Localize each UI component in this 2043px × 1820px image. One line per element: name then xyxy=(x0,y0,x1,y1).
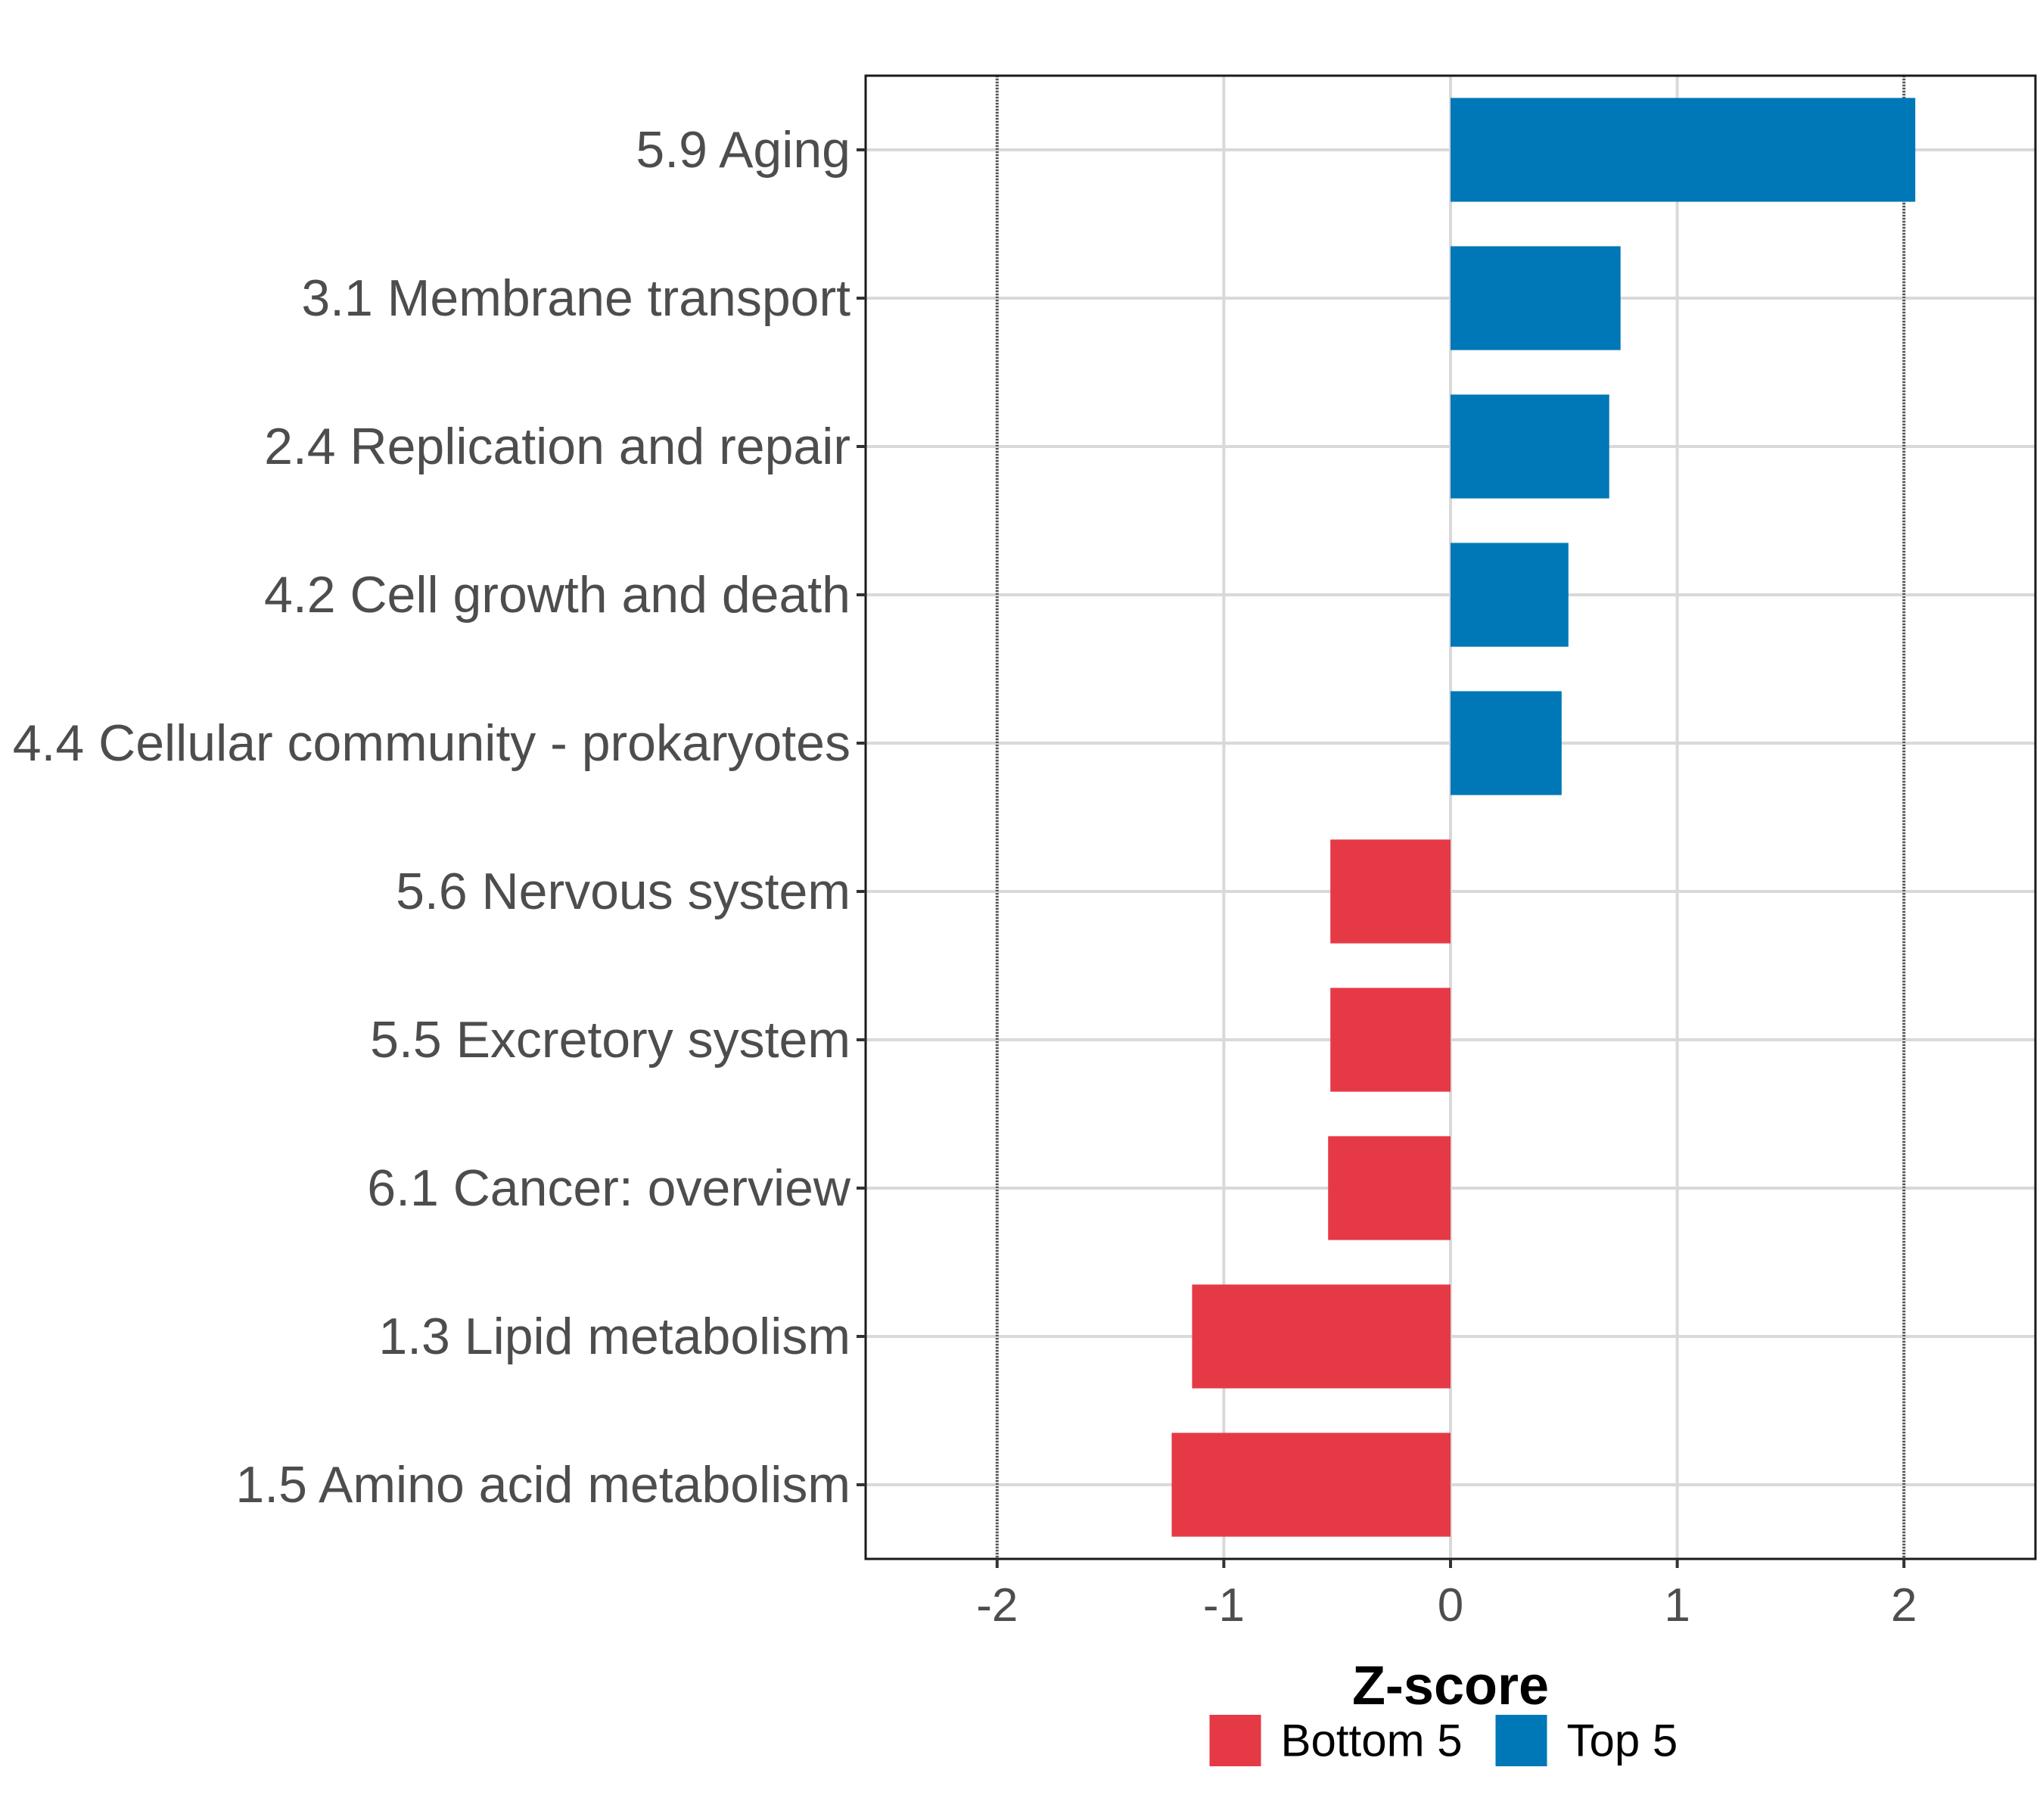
bars xyxy=(1171,98,1916,1537)
bar-3 xyxy=(1451,543,1569,647)
y-tick-label-9: 1.5 Amino acid metabolism xyxy=(235,1456,850,1514)
bar-2 xyxy=(1451,394,1609,499)
y-tick-label-6: 5.5 Excretory system xyxy=(370,1011,850,1069)
x-tick-label-1: -1 xyxy=(1203,1579,1245,1632)
reference-lines xyxy=(995,76,1906,1559)
x-axis: -2 -1 0 1 2 xyxy=(976,1559,1917,1632)
x-tick-label-3: 1 xyxy=(1664,1579,1690,1632)
legend: Bottom 5 Top 5 xyxy=(1209,1715,1678,1766)
x-tick-label-0: -2 xyxy=(976,1579,1018,1632)
y-tick-label-7: 6.1 Cancer: overview xyxy=(367,1159,851,1217)
y-tick-label-2: 2.4 Replication and repair xyxy=(264,418,850,475)
bar-8 xyxy=(1192,1284,1451,1389)
bar-9 xyxy=(1171,1433,1451,1537)
y-tick-label-1: 3.1 Membrane transport xyxy=(301,269,850,327)
x-tick-label-2: 0 xyxy=(1438,1579,1463,1632)
bar-4 xyxy=(1451,691,1562,795)
y-axis: 5.9 Aging 3.1 Membrane transport 2.4 Repli… xyxy=(13,121,866,1514)
bar-7 xyxy=(1328,1136,1451,1240)
bar-1 xyxy=(1451,246,1621,350)
x-axis-title: Z-score xyxy=(1352,1656,1549,1716)
x-tick-label-4: 2 xyxy=(1891,1579,1917,1632)
legend-label-0: Bottom 5 xyxy=(1281,1716,1463,1766)
bar-0 xyxy=(1451,98,1916,202)
legend-swatch-1 xyxy=(1495,1715,1547,1766)
y-tick-label-5: 5.6 Nervous system xyxy=(396,863,850,920)
y-tick-label-4: 4.4 Cellular community - prokaryotes xyxy=(13,714,850,772)
y-tick-label-0: 5.9 Aging xyxy=(636,121,850,179)
bar-5 xyxy=(1330,839,1451,944)
y-tick-label-8: 1.3 Lipid metabolism xyxy=(378,1308,850,1365)
legend-label-1: Top 5 xyxy=(1567,1716,1678,1766)
legend-swatch-0 xyxy=(1209,1715,1261,1766)
y-tick-label-3: 4.2 Cell growth and death xyxy=(264,566,850,624)
bar-6 xyxy=(1330,988,1451,1092)
